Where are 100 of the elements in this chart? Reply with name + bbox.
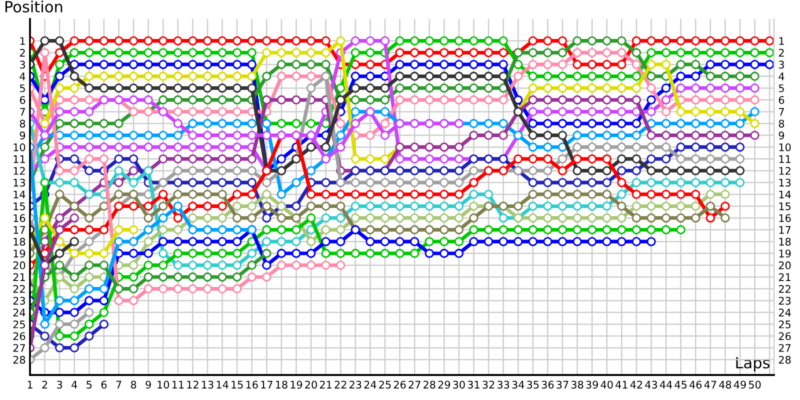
x-tick-label: 9 [146, 380, 151, 389]
x-tick-label: 44 [660, 380, 672, 388]
y-tick-label: 4 [20, 72, 26, 80]
x-tick-label: 10 [158, 380, 170, 389]
y-tick-label: 16 [14, 214, 26, 222]
x-axis-title: Laps [736, 357, 770, 372]
x-tick-label: 1 [28, 380, 32, 388]
x-tick-label: 2 [42, 380, 48, 388]
y-tick-label: 17 [14, 226, 25, 234]
y-tick-label: 7 [20, 108, 25, 116]
y2-tick-label: 11 [779, 155, 790, 163]
y2-tick-label: 25 [778, 320, 791, 328]
x-tick-label: 19 [290, 380, 302, 389]
y-tick-label: 12 [14, 166, 25, 175]
y2-tick-label: 15 [779, 202, 791, 210]
x-tick-label: 20 [305, 380, 317, 389]
y2-tick-label: 8 [778, 120, 784, 128]
y-tick-label: 10 [14, 143, 26, 152]
x-tick-label: 5 [86, 380, 92, 389]
y-tick-label: 9 [20, 132, 26, 140]
y-tick-label: 15 [14, 202, 25, 210]
x-tick-label: 39 [586, 380, 598, 389]
x-tick-label: 35 [527, 380, 539, 389]
x-tick-label: 17 [261, 380, 272, 388]
y-tick-label: 20 [13, 261, 26, 270]
x-tick-label: 26 [394, 380, 406, 389]
x-tick-label: 46 [689, 380, 702, 389]
y-tick-label: 2 [20, 48, 25, 57]
x-tick-label: 47 [704, 380, 716, 388]
y2-tick-label: 28 [778, 356, 791, 364]
x-tick-label: 28 [424, 380, 436, 389]
y2-tick-label: 22 [778, 285, 790, 293]
y2-tick-label: 19 [779, 250, 791, 258]
y2-tick-label: 20 [778, 261, 791, 270]
x-tick-label: 42 [630, 380, 642, 388]
y-tick-label: 22 [13, 285, 25, 293]
x-tick-label: 14 [216, 380, 228, 388]
y-tick-label: 24 [13, 308, 26, 316]
y2-tick-label: 12 [779, 166, 790, 175]
y2-tick-label: 1 [779, 37, 784, 45]
y2-tick-label: 3 [778, 60, 784, 69]
x-tick-label: 23 [350, 380, 362, 389]
x-tick-label: 13 [202, 380, 214, 389]
y2-tick-label: 5 [778, 84, 784, 92]
y2-tick-label: 17 [779, 226, 791, 234]
x-tick-label: 37 [556, 380, 568, 389]
y-tick-label: 13 [14, 178, 25, 187]
y-tick-label: 25 [13, 320, 25, 328]
x-tick-label: 43 [645, 380, 658, 389]
x-tick-label: 32 [482, 380, 494, 389]
x-tick-label: 38 [571, 380, 584, 389]
x-tick-label: 12 [187, 380, 198, 388]
y-tick-label: 6 [20, 96, 26, 104]
y2-tick-label: 21 [778, 273, 790, 281]
y2-tick-label: 14 [779, 190, 791, 198]
y-tick-label: 28 [13, 356, 26, 364]
x-tick-label: 48 [719, 380, 732, 389]
x-tick-label: 22 [334, 380, 346, 388]
y-tick-label: 5 [20, 84, 25, 92]
y-tick-label: 11 [14, 155, 25, 163]
x-tick-label: 11 [172, 380, 184, 388]
y-tick-label: 1 [20, 37, 25, 45]
y2-tick-label: 2 [778, 48, 784, 57]
y-tick-label: 19 [14, 250, 26, 258]
y2-tick-label: 9 [778, 132, 784, 140]
x-tick-label: 30 [453, 380, 465, 389]
y-tick-label: 14 [14, 190, 26, 198]
x-tick-label: 34 [512, 380, 524, 389]
y2-tick-label: 10 [779, 143, 791, 152]
x-tick-label: 31 [468, 380, 480, 389]
y2-tick-label: 7 [779, 108, 784, 116]
y2-tick-label: 27 [778, 344, 791, 352]
y2-tick-label: 26 [778, 332, 791, 340]
x-tick-label: 24 [364, 380, 376, 388]
x-tick-label: 18 [276, 380, 288, 389]
y-tick-label: 18 [14, 238, 26, 246]
y-tick-label: 26 [13, 332, 26, 340]
x-tick-label: 50 [748, 380, 761, 389]
x-tick-label: 41 [616, 380, 628, 388]
x-tick-label: 6 [101, 380, 107, 389]
y2-tick-label: 4 [778, 72, 784, 80]
x-tick-label: 7 [116, 380, 122, 388]
y-tick-label: 8 [20, 120, 26, 128]
y-tick-label: 3 [20, 60, 25, 69]
x-tick-label: 16 [246, 380, 258, 389]
x-tick-label: 36 [542, 380, 554, 389]
x-tick-label: 4 [72, 380, 78, 388]
y-tick-label: 21 [13, 273, 25, 281]
y2-tick-label: 23 [778, 296, 791, 305]
y2-tick-label: 24 [778, 308, 791, 316]
y2-tick-label: 16 [779, 214, 791, 222]
x-tick-label: 21 [320, 380, 332, 388]
y-tick-label: 27 [13, 344, 25, 352]
y2-tick-label: 13 [779, 178, 791, 187]
x-tick-label: 25 [379, 380, 391, 389]
y2-tick-label: 18 [779, 238, 791, 246]
y2-tick-label: 6 [778, 96, 784, 104]
x-tick-label: 27 [408, 380, 420, 388]
y-tick-label: 23 [13, 296, 25, 305]
x-tick-label: 33 [497, 380, 510, 389]
